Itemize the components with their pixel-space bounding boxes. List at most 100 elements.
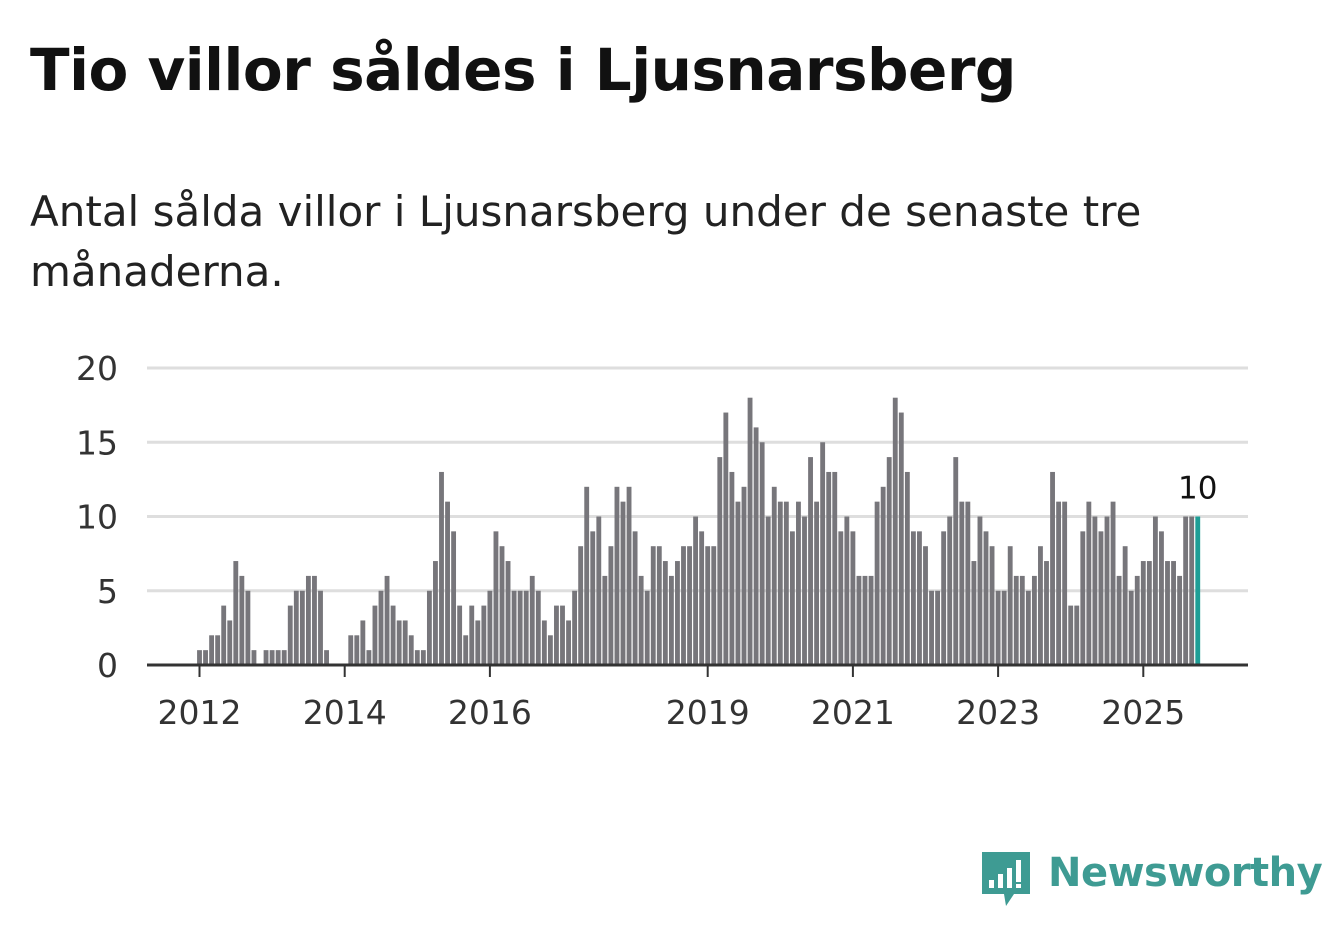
bar <box>886 457 892 665</box>
bar <box>348 635 354 665</box>
bar <box>747 397 753 665</box>
bar <box>917 531 922 665</box>
bar <box>1122 546 1128 665</box>
bar <box>910 531 916 665</box>
bar <box>953 457 959 665</box>
bar <box>215 635 221 665</box>
bar <box>463 635 469 665</box>
bar <box>366 650 372 665</box>
highlight-value-label: 10 <box>1178 471 1217 507</box>
bar <box>808 457 813 665</box>
bar <box>1086 501 1092 665</box>
bar <box>451 531 457 665</box>
bar <box>789 531 795 665</box>
bar <box>511 590 517 665</box>
bar <box>844 516 850 665</box>
chart-title: Tio villor såldes i Ljusnarsberg <box>30 36 1016 104</box>
bar <box>935 590 941 665</box>
bar <box>535 590 541 665</box>
bar <box>499 546 505 665</box>
bar <box>1183 516 1189 665</box>
bar <box>1177 575 1183 665</box>
bar <box>644 590 650 665</box>
bar <box>880 486 886 665</box>
bar <box>711 546 717 665</box>
bar <box>1189 516 1195 665</box>
newsworthy-wordmark: Newsworthy <box>1048 850 1322 896</box>
bar-highlight <box>1195 516 1201 665</box>
bar <box>693 516 699 665</box>
bar <box>638 575 644 665</box>
bar-chart: 0 5 10 15 20 2012 2014 2016 2019 2021 2023 2025 10 <box>76 349 1248 732</box>
x-tick-label: 2019 <box>666 693 750 732</box>
x-tick-label: 2014 <box>303 693 387 732</box>
bar <box>777 501 783 665</box>
bar <box>1080 531 1086 665</box>
bar <box>699 531 705 665</box>
bar <box>771 486 777 665</box>
bar <box>584 486 590 665</box>
bar <box>275 650 281 665</box>
bar <box>856 575 862 665</box>
bar <box>681 546 686 665</box>
bar <box>626 486 632 665</box>
bar <box>735 501 741 665</box>
bar <box>408 635 414 665</box>
bar <box>608 546 614 665</box>
bar <box>269 650 275 665</box>
bar <box>850 531 856 665</box>
bar <box>1140 561 1146 665</box>
bar <box>947 516 953 665</box>
bar <box>1146 561 1152 665</box>
chart-subtitle: Antal sålda villor i Ljusnarsberg under … <box>30 187 1142 296</box>
y-tick-label: 15 <box>76 423 118 462</box>
bar <box>1050 471 1055 665</box>
bar <box>227 620 233 665</box>
bar <box>838 531 844 665</box>
bar <box>656 546 662 665</box>
bar <box>505 561 511 665</box>
y-tick-label: 5 <box>97 572 118 611</box>
bar <box>324 650 329 665</box>
bar <box>729 471 735 665</box>
bar <box>245 590 251 665</box>
x-tick-label: 2025 <box>1101 693 1185 732</box>
x-tick-label: 2023 <box>956 693 1040 732</box>
bar <box>668 575 674 665</box>
bar <box>977 516 983 665</box>
bar <box>457 605 463 665</box>
bar <box>433 561 438 665</box>
bar <box>862 575 868 665</box>
bar <box>209 635 215 665</box>
bar <box>445 501 450 665</box>
bar <box>378 590 384 665</box>
bar <box>293 590 299 665</box>
bar <box>239 575 245 665</box>
bar <box>529 575 535 665</box>
bar <box>566 620 571 665</box>
bar <box>560 605 565 665</box>
bar <box>904 471 910 665</box>
y-tick-label: 20 <box>76 349 118 388</box>
bar <box>541 620 547 665</box>
bar <box>650 546 656 665</box>
bar <box>1110 501 1116 665</box>
bar <box>832 471 838 665</box>
bar <box>517 590 523 665</box>
bar <box>687 546 692 665</box>
bar <box>372 605 378 665</box>
bar <box>1019 575 1025 665</box>
bar <box>1098 531 1104 665</box>
bar <box>390 605 396 665</box>
y-axis-labels: 0 5 10 15 20 <box>76 349 118 685</box>
bar <box>439 471 444 665</box>
bar <box>263 650 269 665</box>
bar <box>983 531 989 665</box>
x-tick-label: 2021 <box>811 693 895 732</box>
bar <box>384 575 390 665</box>
bar <box>820 442 826 665</box>
bar <box>741 486 747 665</box>
bar <box>1128 590 1134 665</box>
bar <box>1025 590 1031 665</box>
bar <box>1068 605 1074 665</box>
